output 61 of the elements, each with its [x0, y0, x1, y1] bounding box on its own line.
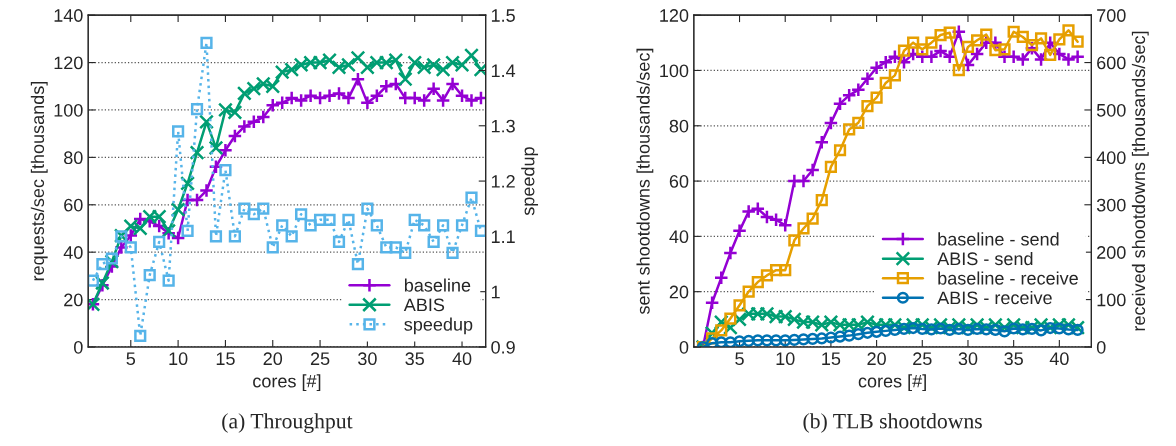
y2-tick-label: 600 — [1097, 56, 1126, 70]
x-tick-label: 30 — [958, 352, 978, 366]
x-tick-label: 10 — [776, 352, 795, 366]
y2-tick-label: 0.9 — [491, 340, 515, 354]
y-tick-label: 100 — [660, 64, 689, 78]
y-tick-label: 40 — [669, 230, 689, 244]
y2-tick-label: 700 — [1097, 9, 1126, 22]
legend-label: ABIS - receive — [937, 290, 1052, 305]
y-tick-label: 20 — [64, 293, 83, 307]
x-tick-label: 10 — [169, 352, 188, 366]
text: (b) TLB shootdowns — [803, 413, 982, 433]
y2-tick-label: 1.1 — [491, 230, 515, 243]
x-tick-label: 25 — [913, 352, 932, 366]
x-tick-label: 40 — [452, 352, 472, 366]
y2-tick-label: 1.5 — [491, 9, 515, 22]
y2-tick-label: 500 — [1096, 103, 1126, 117]
y-axis-title: sent shootdowns [thousands/sec] — [636, 48, 654, 315]
x-tick-label: 5 — [735, 352, 744, 366]
x-axis-title: cores [#] — [253, 374, 321, 392]
y2-tick-label: 200 — [1097, 246, 1126, 259]
y2-tick-label: 1.4 — [491, 64, 516, 78]
legend-label: baseline - send — [938, 232, 1059, 246]
y-tick-label: 0 — [679, 340, 689, 354]
y-tick-label: 80 — [669, 119, 689, 133]
x-tick-label: 5 — [126, 352, 136, 366]
legend-label: ABIS — [403, 298, 445, 312]
x-tick-label: 20 — [263, 352, 283, 366]
y2-axis-title: speedup — [521, 147, 539, 216]
y2-tick-label: 1 — [491, 285, 500, 299]
text: (a) Throughput — [222, 413, 353, 433]
legend-label: baseline - receive — [938, 271, 1078, 285]
legend-label: baseline — [404, 278, 471, 292]
y2-tick-label: 0 — [1096, 340, 1106, 354]
y2-tick-label: 400 — [1096, 151, 1126, 165]
x-tick-label: 35 — [1004, 352, 1023, 366]
y-tick-label: 120 — [660, 9, 689, 22]
y-tick-label: 60 — [669, 175, 689, 188]
y-tick-label: 60 — [64, 198, 83, 212]
x-tick-label: 15 — [822, 352, 841, 366]
y-tick-label: 120 — [54, 56, 83, 70]
y-tick-label: 20 — [669, 285, 689, 299]
y-tick-label: 140 — [54, 9, 83, 22]
x-tick-label: 35 — [405, 352, 424, 366]
x-axis-title: cores [#] — [858, 374, 926, 392]
y2-tick-label: 1.3 — [491, 119, 515, 133]
x-tick-label: 30 — [358, 352, 377, 366]
y-tick-label: 100 — [54, 103, 83, 117]
y2-tick-label: 1.2 — [491, 175, 515, 188]
y2-axis-title: received shootdowns [thousands/sec] — [1131, 31, 1149, 331]
x-tick-label: 40 — [1049, 352, 1069, 366]
legend-label: ABIS - send — [937, 251, 1033, 266]
legend-label: speedup — [404, 317, 473, 335]
y-tick-label: 40 — [63, 246, 83, 259]
y2-tick-label: 300 — [1096, 198, 1126, 212]
x-tick-label: 20 — [867, 352, 886, 366]
y2-tick-label: 100 — [1097, 293, 1126, 307]
y-axis-title: requests/sec [thousands] — [30, 81, 48, 281]
x-tick-label: 25 — [310, 352, 330, 366]
x-tick-label: 15 — [216, 352, 235, 366]
y-tick-label: 0 — [74, 340, 83, 354]
y-tick-label: 80 — [64, 151, 83, 165]
